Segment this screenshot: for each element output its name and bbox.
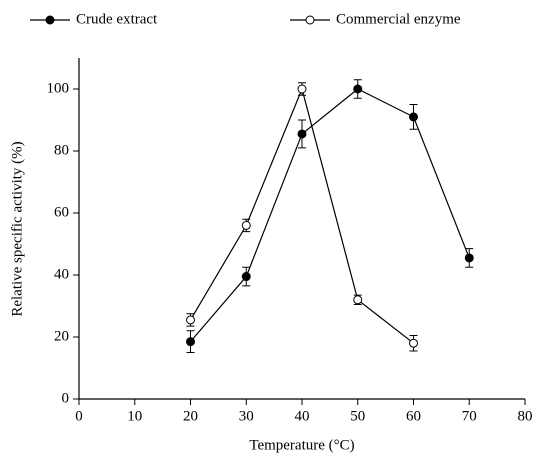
y-tick-label: 80 (54, 142, 69, 158)
y-axis-label: Relative specific activity (%) (9, 141, 25, 316)
x-tick-label: 40 (295, 408, 310, 424)
marker (353, 295, 363, 305)
x-axis-label: Temperature (°C) (249, 437, 354, 453)
marker (464, 253, 474, 263)
marker (409, 112, 418, 122)
legend-marker (45, 15, 55, 25)
marker (409, 338, 418, 348)
series-line (190, 88, 470, 343)
marker (297, 84, 307, 94)
legend-label: Commercial enzyme (336, 11, 461, 27)
y-tick-label: 100 (47, 80, 70, 96)
x-tick-label: 30 (239, 408, 254, 424)
x-tick-label: 20 (183, 408, 198, 424)
marker (241, 220, 251, 230)
legend-label: Crude extract (76, 11, 158, 27)
x-tick-label: 70 (462, 408, 477, 424)
marker (186, 315, 195, 325)
x-tick-label: 80 (518, 408, 533, 424)
y-tick-label: 60 (54, 204, 69, 220)
y-tick-label: 20 (54, 328, 69, 344)
marker (353, 84, 363, 94)
y-tick-label: 0 (62, 390, 70, 406)
marker (186, 337, 195, 347)
x-tick-label: 10 (127, 408, 142, 424)
x-tick-label: 0 (75, 408, 83, 424)
x-tick-label: 60 (406, 408, 421, 424)
x-tick-label: 50 (350, 408, 365, 424)
marker (241, 272, 251, 282)
y-tick-label: 40 (54, 266, 69, 282)
legend-marker (305, 15, 315, 25)
marker (297, 129, 307, 139)
